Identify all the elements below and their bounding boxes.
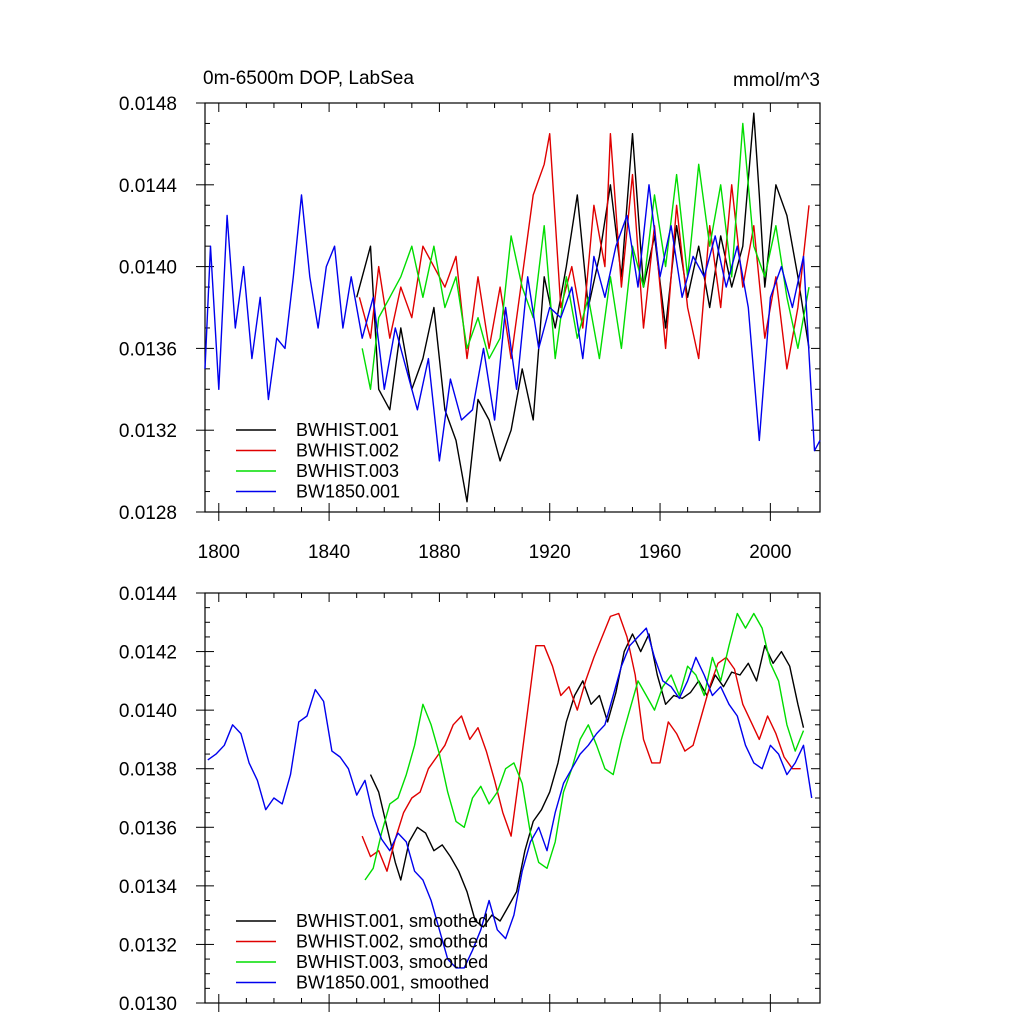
top-x-tick-label: 1960 — [639, 542, 681, 563]
bottom-panel: 0.0130 0.0132 0.0134 0.0136 0.0138 0.0140 0.01… — [119, 584, 821, 1015]
bottom-legend-label: BWHIST.003, smoothed — [296, 952, 488, 972]
bottom-y-tick-label: 0.0144 — [119, 584, 178, 605]
top-legend-label: BWHIST.001 — [296, 420, 399, 440]
bottom-y-tick-label: 0.0130 — [119, 994, 177, 1015]
top-legend-label: BWHIST.003 — [296, 461, 399, 481]
bottom-y-tick-label: 0.0140 — [119, 701, 177, 722]
top-series-line-3 — [361, 122, 810, 390]
top-y-tick-label: 0.0140 — [119, 258, 177, 279]
top-series-line-4 — [204, 184, 821, 462]
bottom-series-line-4 — [207, 627, 813, 969]
top-y-tick-label: 0.0136 — [119, 339, 177, 360]
units-label: mmol/m^3 — [733, 70, 820, 91]
top-legend-label: BW1850.001 — [296, 482, 400, 502]
top-series-line-2 — [358, 132, 810, 370]
top-x-tick-label: 1880 — [418, 542, 460, 563]
bottom-legend-label: BWHIST.002, smoothed — [296, 932, 488, 952]
bottom-series-line-3 — [364, 612, 805, 881]
bottom-y-tick-label: 0.0132 — [119, 935, 177, 956]
bottom-legend-label: BWHIST.001, smoothed — [296, 911, 488, 931]
top-y-tick-label: 0.0132 — [119, 421, 177, 442]
bottom-series-line-1 — [369, 633, 805, 928]
top-series-line-1 — [356, 112, 810, 503]
bottom-y-tick-label: 0.0138 — [119, 760, 177, 781]
top-y-tick-label: 0.0144 — [119, 176, 178, 197]
bottom-y-tick-label: 0.0142 — [119, 643, 177, 664]
top-legend-label: BWHIST.002 — [296, 441, 399, 461]
top-y-tick-label: 0.0148 — [119, 94, 177, 115]
bottom-legend-label: BW1850.001, smoothed — [296, 973, 489, 993]
bottom-y-tick-label: 0.0136 — [119, 818, 177, 839]
top-panel: 1800 1840 1880 1920 1960 2000 0.0128 0.0132 0.01… — [119, 94, 821, 563]
top-x-tick-label: 1840 — [308, 542, 350, 563]
top-x-tick-label: 1920 — [529, 542, 571, 563]
top-x-tick-label: 2000 — [749, 542, 791, 563]
top-y-tick-label: 0.0128 — [119, 503, 177, 524]
top-x-tick-label: 1800 — [198, 542, 240, 563]
bottom-y-tick-label: 0.0134 — [119, 877, 178, 898]
chart-title: 0m-6500m DOP, LabSea — [203, 68, 414, 89]
bottom-series-line-2 — [361, 612, 801, 872]
